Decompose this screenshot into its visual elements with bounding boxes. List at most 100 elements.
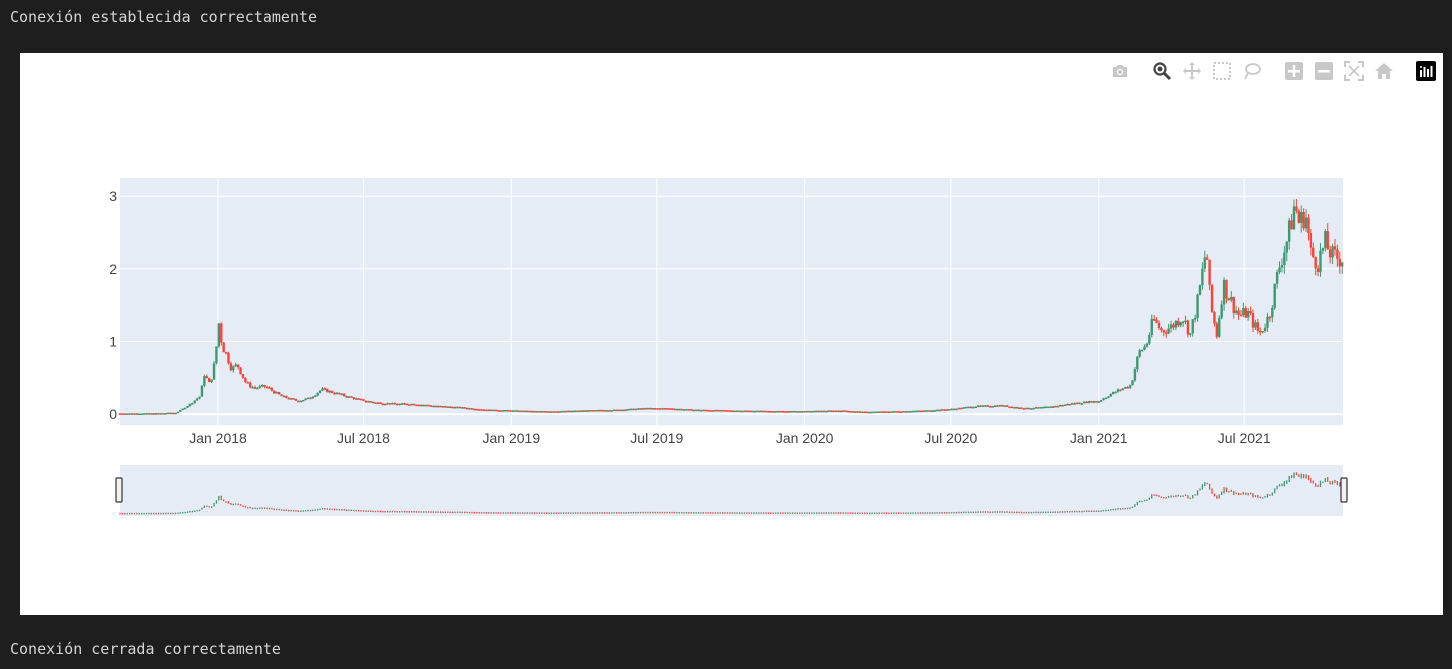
candle-body (434, 405, 437, 408)
candle-body (1015, 407, 1018, 409)
candle-body (892, 411, 896, 413)
candle-body (904, 411, 908, 413)
candle-body (873, 411, 876, 414)
candle-body (393, 402, 397, 405)
zoom-in-icon[interactable] (1283, 60, 1305, 82)
candle-body (1246, 310, 1250, 318)
candle-body (866, 411, 869, 414)
candle-body (692, 409, 695, 412)
candle-body (670, 408, 674, 410)
candle-body (656, 408, 659, 410)
reset-axes-icon[interactable] (1373, 60, 1395, 82)
candle-body (1309, 233, 1313, 248)
candle-body (1097, 401, 1100, 403)
candle-body (1304, 217, 1308, 229)
rangeslider-handle-right[interactable] (1340, 477, 1348, 503)
candle-body (1090, 401, 1093, 403)
candle-body (603, 410, 606, 412)
candle-body (1042, 406, 1045, 409)
candle-body (265, 386, 269, 389)
candle-body (1222, 279, 1226, 305)
candlestick-chart[interactable]: Jan 2018 Jul 2018 Jan 2019 Jul 2019 Jan 2020… (20, 53, 1443, 615)
plotly-chart-container: Jan 2018 Jul 2018 Jan 2019 Jul 2019 Jan 2020… (20, 53, 1443, 615)
candle-body (1220, 304, 1223, 318)
candle-body (1333, 246, 1337, 250)
candle-body (969, 406, 973, 409)
candle-body (191, 403, 194, 405)
candle-body (1206, 257, 1209, 260)
candle-body (1230, 297, 1233, 301)
candle-body (1133, 369, 1137, 381)
candle-body (687, 409, 691, 411)
candle-body (468, 408, 471, 410)
candle-body (371, 401, 375, 404)
candle-body (810, 411, 814, 413)
candle-body (608, 410, 611, 412)
candle-body (253, 387, 257, 389)
candle-body (1085, 401, 1088, 404)
candle-body (386, 403, 389, 405)
candle-body (412, 403, 416, 406)
candle-body (205, 376, 208, 379)
candle-body (562, 410, 565, 413)
candle-body (338, 392, 341, 395)
x-tick-label: Jul 2020 (924, 430, 977, 446)
plotly-logo-icon[interactable] (1415, 60, 1437, 82)
candle-body (788, 411, 792, 413)
candle-body (740, 410, 744, 413)
box-select-icon[interactable] (1211, 60, 1233, 82)
candle-body (1234, 310, 1238, 313)
candle-body (523, 410, 527, 413)
candle-body (1302, 212, 1305, 229)
plot-area (120, 178, 1343, 425)
candle-body (945, 409, 949, 411)
candle-body (1008, 406, 1011, 409)
candle-body (767, 411, 770, 413)
candle-body (347, 396, 351, 398)
candle-body (981, 405, 985, 407)
candle-body (540, 411, 544, 413)
candle-body (723, 410, 727, 412)
candle-body (227, 353, 230, 364)
candle-body (805, 410, 809, 413)
candle-body (1215, 323, 1219, 337)
candle-body (535, 411, 539, 413)
autoscale-icon[interactable] (1343, 60, 1365, 82)
candle-body (564, 410, 568, 413)
candle-body (943, 409, 946, 411)
candle-body (1143, 346, 1146, 350)
candle-body (728, 410, 732, 412)
zoom-icon[interactable] (1151, 60, 1173, 82)
candle-body (1104, 397, 1108, 400)
candle-body (1165, 332, 1168, 334)
candle-body (815, 410, 818, 413)
candle-body (154, 413, 158, 415)
candle-body (388, 403, 392, 405)
candle-body (408, 404, 411, 406)
camera-icon[interactable] (1109, 60, 1131, 82)
candle-body (719, 410, 722, 412)
candle-body (118, 413, 122, 415)
candle-body (533, 410, 536, 413)
pan-icon[interactable] (1181, 60, 1203, 82)
candle-body (986, 405, 990, 407)
candle-body (164, 413, 168, 415)
lasso-select-icon[interactable] (1241, 60, 1263, 82)
candle-body (470, 408, 474, 410)
candle-body (511, 410, 515, 412)
candle-body (427, 404, 430, 407)
candle-body (345, 396, 348, 398)
zoom-out-icon[interactable] (1313, 60, 1335, 82)
candle-body (1169, 324, 1173, 329)
candle-body (220, 323, 223, 343)
rangeslider-handle-left[interactable] (115, 477, 123, 503)
candle-body (270, 388, 274, 391)
candle-body (600, 409, 604, 412)
candle-body (289, 398, 293, 400)
candle-body (957, 407, 961, 410)
candle-body (837, 410, 840, 413)
candle-body (1145, 343, 1149, 347)
candle-body (1263, 327, 1267, 331)
candle-body (1210, 284, 1214, 312)
candle-body (605, 410, 609, 412)
